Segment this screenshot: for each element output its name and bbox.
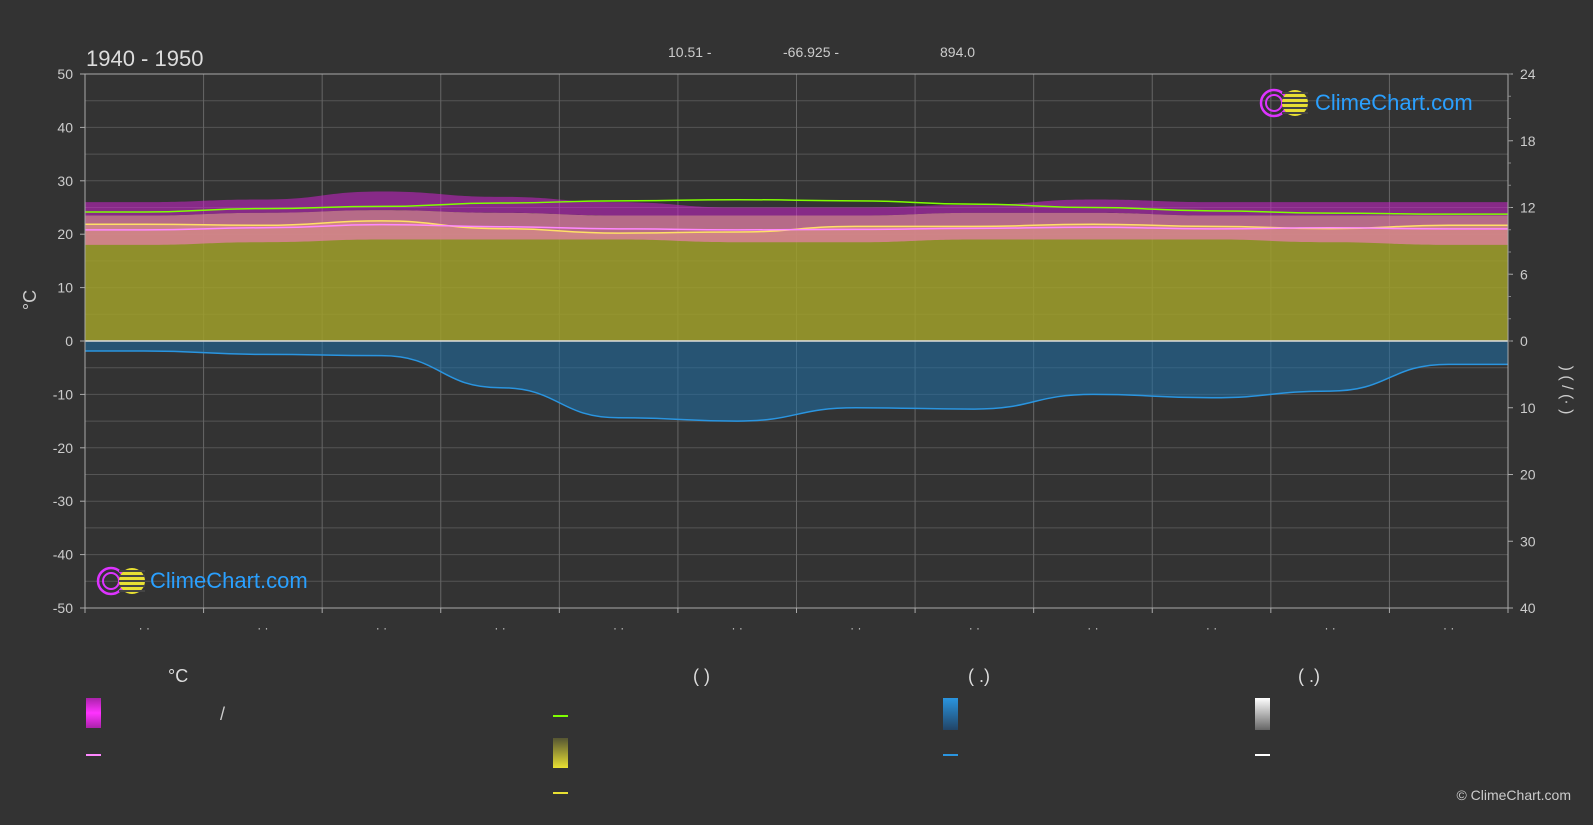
- precipitation-line: [85, 350, 1508, 422]
- right-tick-label: 10: [1520, 400, 1536, 416]
- month-label: · ·: [732, 621, 743, 635]
- legend-snow-swatch: [1255, 698, 1270, 730]
- copyright: © ClimeChart.com: [1456, 787, 1571, 803]
- chart-title: 1940 - 1950: [86, 46, 204, 71]
- legend-rain-swatch: [943, 698, 958, 730]
- left-tick-label: 50: [57, 66, 73, 82]
- month-label: · ·: [139, 621, 150, 635]
- right-axis-ticks: 24 18 12 6 0 10 20 30 40: [1508, 66, 1536, 616]
- right-tick-label: 12: [1520, 200, 1536, 216]
- precipitation-area: [85, 341, 1508, 422]
- legend-temp-range-swatch: [86, 698, 101, 728]
- left-axis-ticks: 50 40 30 20 10 0 -10 -20 -30 -40 -50: [53, 66, 85, 616]
- month-label: · ·: [850, 621, 861, 635]
- month-labels: · · · · · · · · · · · · · · · · · · · · · · · ·: [84, 608, 1509, 635]
- left-tick-label: 10: [57, 280, 73, 296]
- month-label: · ·: [376, 621, 387, 635]
- right-tick-label: 6: [1520, 266, 1528, 282]
- sunshine-area: [85, 220, 1508, 341]
- legend-header-snow: ( .): [1298, 666, 1320, 686]
- left-tick-label: -10: [53, 386, 73, 402]
- month-label: · ·: [1443, 621, 1454, 635]
- month-label: · ·: [494, 621, 505, 635]
- legend-daylight-line: [553, 715, 568, 717]
- temperature-bands: [85, 191, 1508, 422]
- brand-name: ClimeChart.com: [1315, 90, 1473, 115]
- left-tick-label: -50: [53, 600, 73, 616]
- daylight-line: [85, 198, 1508, 215]
- left-tick-label: 20: [57, 226, 73, 242]
- latitude: 10.51 -: [668, 44, 712, 60]
- legend-temp-range-label: /: [220, 704, 226, 724]
- legend-sunshine-line: [553, 792, 568, 794]
- brand-icon: [96, 566, 145, 596]
- legend-header-temperature: °C: [168, 666, 189, 686]
- left-tick-label: -30: [53, 493, 73, 509]
- legend-rain-line: [943, 754, 958, 756]
- brand-icon: [1259, 88, 1308, 118]
- left-tick-label: -40: [53, 547, 73, 563]
- left-tick-label: 0: [65, 333, 73, 349]
- right-tick-label: 40: [1520, 600, 1536, 616]
- legend-header-sun: ( ): [693, 666, 710, 686]
- right-tick-label: 24: [1520, 66, 1536, 82]
- series-lines: [85, 198, 1508, 422]
- month-label: · ·: [257, 621, 268, 635]
- right-tick-label: 18: [1520, 133, 1536, 149]
- left-tick-label: 40: [57, 119, 73, 135]
- elevation: 894.0: [940, 44, 976, 60]
- legend-header-rain: ( .): [968, 666, 990, 686]
- left-tick-label: 30: [57, 173, 73, 189]
- month-label: · ·: [1087, 621, 1098, 635]
- left-axis-label: °C: [20, 290, 40, 310]
- legend-snow-line: [1255, 754, 1270, 756]
- month-label: · ·: [1206, 621, 1217, 635]
- right-tick-label: 30: [1520, 533, 1536, 549]
- right-tick-label: 0: [1520, 333, 1528, 349]
- right-axis-label: ) ( / (· ): [1558, 366, 1575, 415]
- temperature-mean-line: [85, 223, 1508, 231]
- month-label: · ·: [969, 621, 980, 635]
- month-label: · ·: [613, 621, 624, 635]
- left-tick-label: -20: [53, 440, 73, 456]
- legend-temp-mean-line: [86, 754, 101, 756]
- brand-name: ClimeChart.com: [150, 568, 308, 593]
- legend-sunshine-swatch: [553, 738, 568, 768]
- right-tick-label: 20: [1520, 467, 1536, 483]
- month-label: · ·: [1324, 621, 1335, 635]
- longitude: -66.925 -: [783, 44, 840, 60]
- temp-mean-band: [85, 210, 1508, 245]
